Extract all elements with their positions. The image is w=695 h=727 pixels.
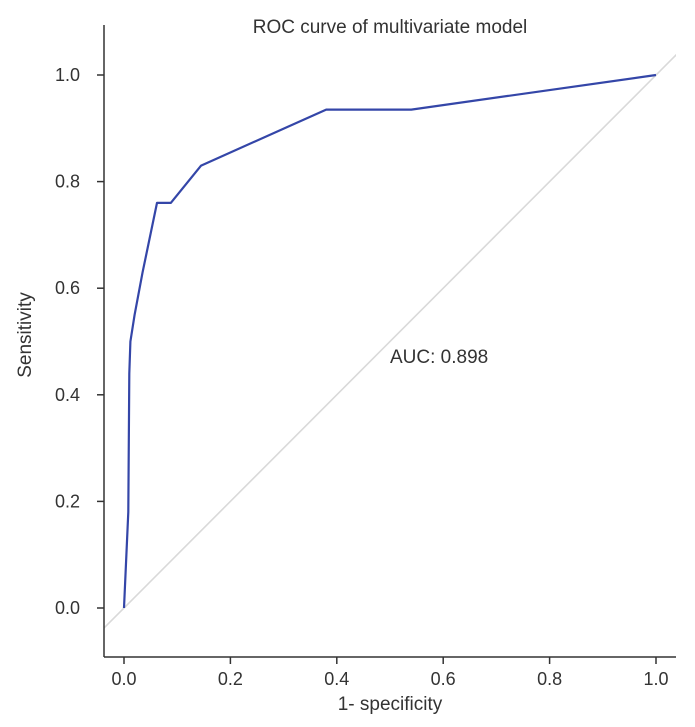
x-tick-label: 0.0 [111,669,136,689]
y-axis-label: Sensitivity [15,292,36,378]
y-tick-label: 0.4 [55,385,80,405]
x-tick-label: 0.6 [431,669,456,689]
x-tick-label: 0.8 [537,669,562,689]
x-axis-label: 1- specificity [338,694,443,715]
x-tick-label: 1.0 [643,669,668,689]
x-tick-label: 0.4 [324,669,349,689]
y-tick-label: 0.6 [55,278,80,298]
y-tick-label: 0.0 [55,598,80,618]
y-tick-label: 0.2 [55,491,80,511]
y-tick-label: 1.0 [55,65,80,85]
x-tick-label: 0.2 [218,669,243,689]
auc-annotation: AUC: 0.898 [390,347,488,368]
chart-title: ROC curve of multivariate model [253,17,528,38]
plot-area: 0.0 0.2 0.4 0.6 0.8 1.0 0.0 0.2 0.4 0.6 0.8 1.0 AUC:… [55,25,676,689]
y-tick-label: 0.8 [55,172,80,192]
roc-curve-line [122,73,657,609]
reference-diagonal-line [104,53,676,630]
